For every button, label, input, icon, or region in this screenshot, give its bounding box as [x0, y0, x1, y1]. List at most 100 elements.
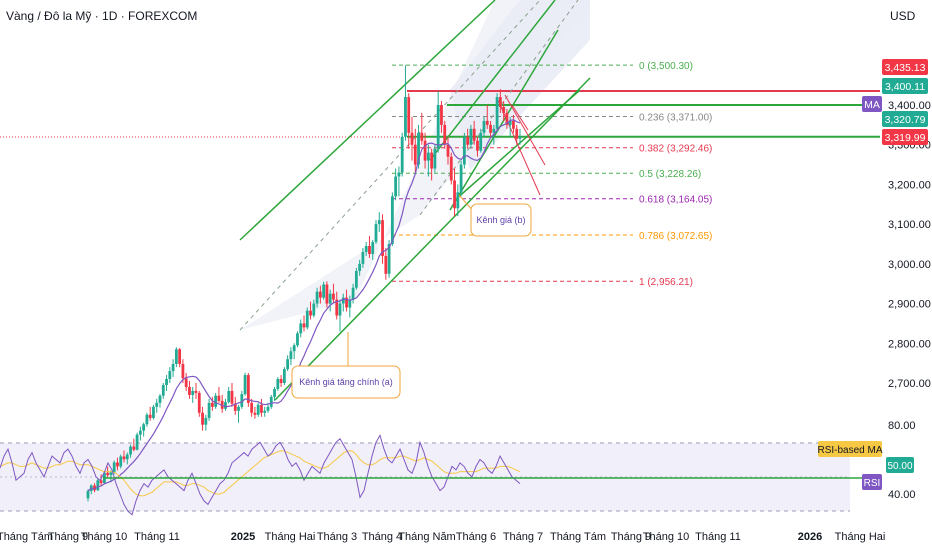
time-tick-label: Tháng Tám	[550, 531, 606, 543]
candle-body-116	[466, 136, 470, 145]
candle-body-86	[368, 245, 371, 254]
fib-label-0.382: 0.382 (3,292.46)	[639, 144, 712, 155]
candle-body-125	[495, 97, 499, 129]
price-label-badge-1	[882, 78, 928, 94]
candle-body-90	[381, 220, 384, 256]
candle-body-39	[214, 395, 218, 407]
candle-body-83	[358, 263, 362, 272]
rsi-label-2: RSI	[864, 478, 881, 489]
candle-body-92	[387, 244, 391, 274]
fib-label-0: 0 (3,500.30)	[639, 61, 693, 72]
rsi-tick-label: 80.00	[888, 420, 916, 432]
price-label-2: MA	[864, 99, 880, 111]
chart-title: Vàng / Đô la Mỹ · 1D · FOREXCOM	[6, 9, 198, 23]
down-channel-line-3	[511, 104, 529, 131]
price-label-badge-3	[882, 111, 928, 127]
candle-body-105	[430, 152, 434, 169]
price-label-badge-2	[862, 96, 882, 112]
candle-series	[86, 65, 522, 502]
candle-body-128	[505, 112, 509, 125]
candle-body-27	[174, 349, 178, 364]
price-label-badge-4	[882, 129, 928, 145]
candle-body-103	[423, 140, 427, 161]
candle-body-122	[485, 120, 489, 125]
candle-body-112	[453, 180, 456, 209]
candle-body-49	[246, 375, 250, 403]
candle-body-110	[446, 144, 450, 157]
candle-body-56	[269, 396, 273, 407]
candle-body-64	[296, 333, 299, 346]
candle-body-107	[436, 105, 440, 149]
candle-body-42	[224, 402, 227, 409]
candle-body-43	[227, 390, 231, 403]
price-label-0: 3,435.13	[885, 62, 926, 74]
candle-body-28	[178, 349, 182, 364]
candle-body-8	[112, 462, 116, 473]
time-tick-label: 2026	[798, 531, 822, 543]
price-tick-label: 2,900.00	[888, 299, 931, 311]
candle-body-91	[384, 255, 388, 274]
rsi-ma-line	[0, 450, 521, 497]
price-tick-label: 3,100.00	[888, 219, 931, 231]
candle-body-77	[338, 303, 342, 316]
candle-body-4	[99, 480, 103, 484]
candle-body-61	[286, 359, 290, 370]
candle-body-54	[263, 410, 267, 413]
candle-body-59	[279, 379, 283, 383]
candle-body-132	[518, 136, 522, 139]
moving-average-series	[87, 119, 521, 492]
candle-body-78	[341, 297, 345, 304]
candle-body-99	[410, 132, 414, 145]
candle-body-113	[456, 192, 460, 209]
candle-body-87	[371, 242, 375, 254]
candle-body-44	[230, 390, 234, 404]
time-tick-label: Tháng 3	[317, 531, 357, 543]
fib-label-0.5: 0.5 (3,228.26)	[639, 169, 701, 180]
price-tick-label: 3,400.00	[888, 100, 931, 112]
candle-body-34	[197, 392, 201, 413]
price-tick-label: 3,200.00	[888, 179, 931, 191]
candle-body-71	[318, 291, 322, 298]
candle-body-131	[515, 128, 519, 139]
time-tick-label: Tháng Năm	[398, 531, 455, 543]
rsi-label-badge-2	[862, 474, 882, 490]
candle-body-40	[217, 395, 221, 401]
time-tick-label: Tháng 9	[611, 531, 651, 543]
candle-body-12	[125, 454, 129, 460]
price-label-3: 3,320.79	[885, 114, 926, 126]
candle-body-37	[207, 402, 211, 418]
candle-body-102	[420, 132, 424, 141]
candle-body-106	[433, 148, 437, 169]
candle-body-13	[129, 446, 132, 455]
down-channel-line-2	[504, 94, 546, 166]
candle-body-89	[377, 220, 381, 225]
candle-body-15	[135, 434, 139, 450]
candle-body-79	[345, 297, 348, 308]
candle-body-23	[161, 384, 165, 396]
candle-body-18	[145, 414, 149, 425]
fib-label-0.618: 0.618 (3,164.05)	[639, 195, 712, 206]
candle-body-101	[417, 132, 420, 165]
candle-body-115	[462, 136, 466, 165]
candle-body-69	[312, 303, 316, 316]
candle-body-93	[390, 196, 394, 244]
candle-body-10	[119, 456, 123, 467]
candle-body-68	[309, 310, 312, 316]
rsi-label-0: RSI-based MA	[817, 445, 882, 456]
candle-body-3	[96, 480, 100, 491]
time-tick-label: Tháng 10	[81, 531, 127, 543]
channel-a-upper-line	[239, 0, 496, 241]
candle-body-85	[364, 245, 368, 252]
time-tick-label: Tháng 6	[456, 531, 496, 543]
candle-body-9	[116, 462, 119, 467]
time-tick-label: 2025	[231, 531, 255, 543]
candle-body-66	[302, 323, 306, 328]
candle-body-129	[508, 120, 512, 125]
candle-body-98	[407, 97, 411, 133]
candle-body-109	[443, 124, 447, 145]
currency-label: USD	[890, 9, 916, 23]
candle-body-45	[233, 403, 237, 411]
callout-b-box	[470, 203, 532, 237]
candle-body-17	[142, 424, 146, 431]
